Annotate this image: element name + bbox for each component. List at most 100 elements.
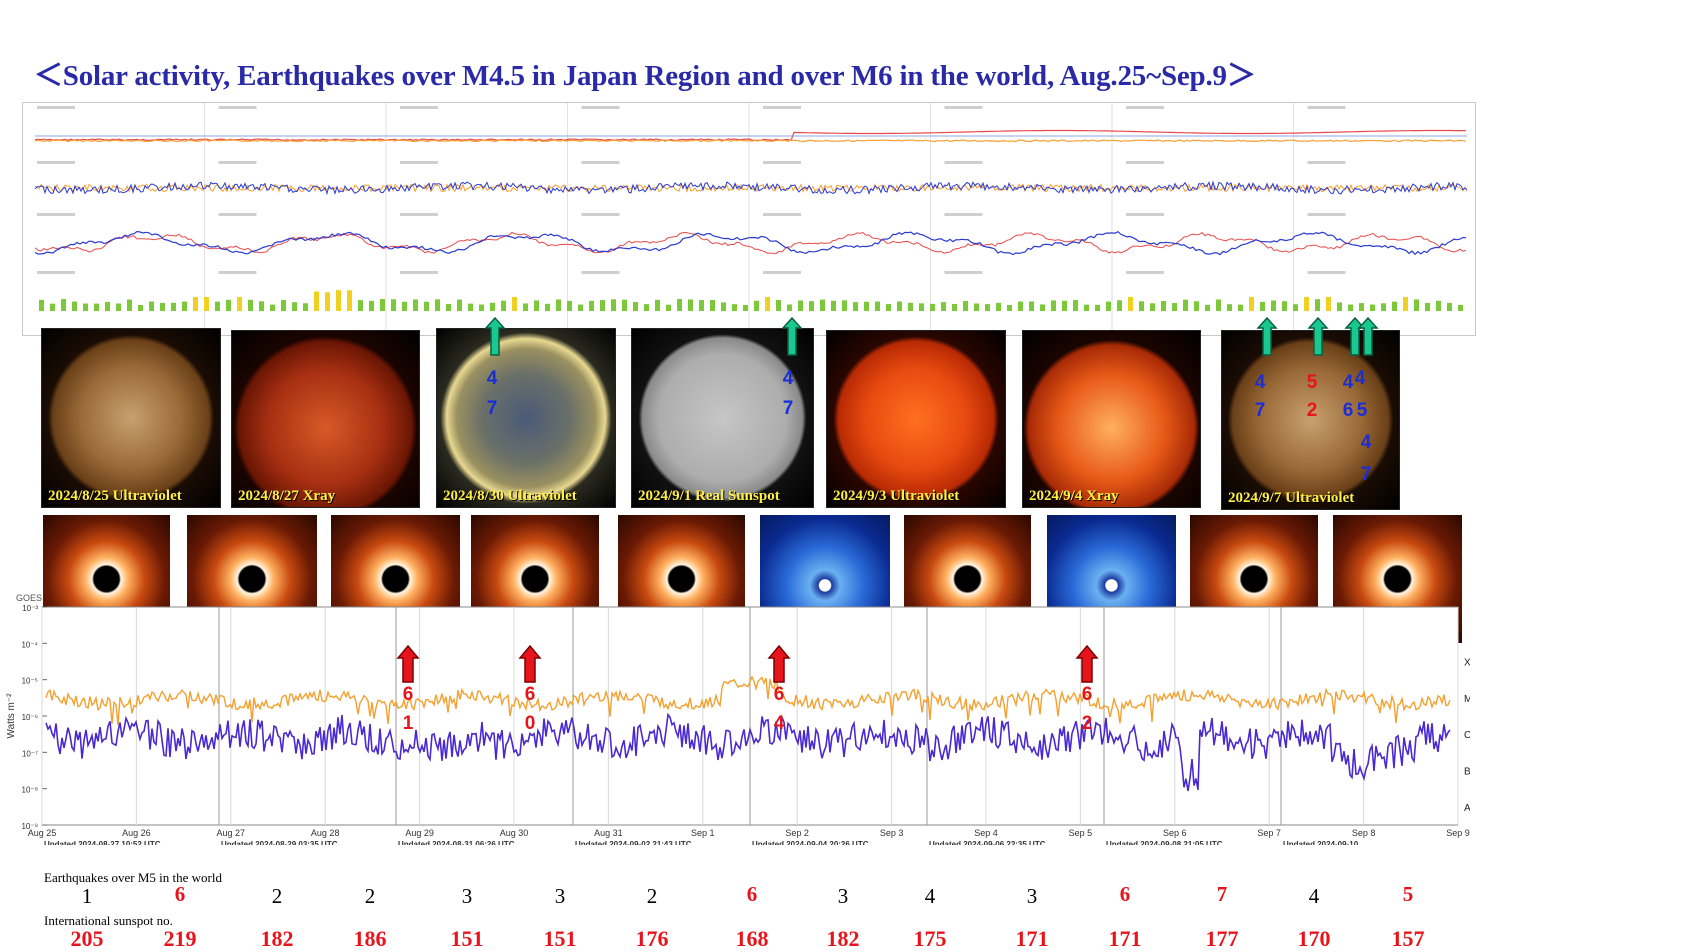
kp-bar: [358, 300, 363, 311]
x-tick-label: Sep 2: [785, 828, 809, 838]
sun-image-label: 2024/9/3 Ultraviolet: [833, 488, 960, 504]
updated-label: Updated 2024-09-10: [1283, 840, 1359, 845]
sunspot-number: 219: [163, 926, 197, 951]
flare-class-label: X: [1464, 658, 1470, 669]
sunspot-number: 151: [543, 926, 577, 951]
sunspot-number: 171: [1108, 926, 1142, 951]
kp-bar: [699, 300, 704, 311]
sunspot-number: 151: [450, 926, 484, 951]
kp-bar: [281, 300, 286, 311]
kp-bar: [1084, 304, 1089, 311]
kp-bar: [776, 300, 781, 311]
kp-bar: [1194, 301, 1199, 311]
kp-bar: [369, 300, 374, 311]
kp-bar: [765, 297, 770, 311]
kp-bar: [611, 299, 616, 311]
kp-bar: [457, 299, 462, 311]
sunspot-number: 205: [70, 926, 104, 951]
updated-label: Updated 2024-09-06 22:35 UTC: [929, 840, 1046, 845]
kp-bar: [798, 300, 803, 311]
kp-bar: [1238, 304, 1243, 311]
earthquake-count: 3: [554, 884, 566, 908]
kp-bar: [919, 303, 924, 311]
earthquake-title: Earthquakes over M5 in the world: [44, 870, 222, 885]
kp-bar: [413, 299, 418, 311]
kp-bar: [1051, 300, 1056, 311]
electron-flux-line-2: [34, 180, 1468, 196]
kp-bar: [523, 303, 528, 311]
kp-bar: [435, 299, 440, 311]
kp-bar: [1458, 304, 1463, 311]
updated-label: Updated 2024-09-08 21:05 UTC: [1106, 840, 1223, 845]
y-tick-label: 10⁻⁹: [21, 822, 38, 831]
kp-bar: [710, 299, 715, 311]
kp-bar: [314, 291, 319, 311]
updated-label: Updated 2024-08-27 10:52 UTC: [44, 840, 161, 845]
kp-bar: [336, 290, 341, 311]
sun-image: 2024/9/1 Real Sunspot: [631, 328, 814, 508]
earthquake-count: 3: [1026, 884, 1038, 908]
kp-bar: [160, 302, 165, 311]
kp-bar: [237, 297, 242, 311]
earthquake-count: 1: [81, 884, 93, 908]
kp-bar: [875, 301, 880, 311]
kp-bar: [94, 303, 99, 311]
kp-bar: [1227, 304, 1232, 311]
x-tick-label: Aug 31: [594, 828, 623, 838]
kp-bar: [974, 303, 979, 311]
kp-bar: [985, 304, 990, 311]
kp-bar: [1447, 302, 1452, 311]
y-tick-label: 10⁻⁵: [22, 677, 38, 686]
sun-image-label: 2024/8/27 Xray: [238, 488, 336, 504]
sun-image: 2024/9/7 Ultraviolet: [1221, 330, 1400, 510]
kp-bar: [721, 302, 726, 311]
kp-bar: [952, 304, 957, 311]
kp-bar: [1161, 301, 1166, 311]
kp-bar: [292, 302, 297, 311]
earthquake-count: 4: [924, 884, 936, 908]
kp-bar: [1128, 297, 1133, 311]
earthquake-count: 3: [837, 884, 849, 908]
x-tick-label: Sep 7: [1257, 828, 1281, 838]
kp-bar: [204, 297, 209, 311]
kp-bar: [105, 301, 110, 311]
kp-bar: [446, 303, 451, 311]
kp-bar: [61, 299, 66, 311]
kp-bar: [996, 302, 1001, 311]
kp-bar: [842, 300, 847, 311]
sun-image: 2024/8/25 Ultraviolet: [41, 328, 221, 508]
sun-image-label: 2024/8/25 Ultraviolet: [48, 488, 182, 504]
kp-bar: [479, 304, 484, 311]
sunspot-title: International sunspot no.: [44, 913, 173, 928]
x-tick-label: Aug 25: [28, 828, 57, 838]
kp-bar: [600, 300, 605, 311]
kp-bar: [1040, 304, 1045, 311]
kp-bar: [1381, 303, 1386, 311]
updated-label: Updated 2024-09-04 20:26 UTC: [752, 840, 869, 845]
kp-bar: [1271, 300, 1276, 311]
solar-wind-panel: [22, 102, 1476, 336]
sunspot-number: 157: [1391, 926, 1425, 951]
kp-bar: [182, 301, 187, 311]
sun-image-label: 2024/8/30 Ultraviolet: [443, 488, 577, 504]
sunspot-number: 176: [635, 926, 669, 951]
kp-bar: [1150, 303, 1155, 311]
x-tick-label: Aug 28: [311, 828, 340, 838]
earthquake-count: 6: [174, 882, 186, 906]
earthquake-count: 2: [646, 884, 658, 908]
panel-label: GOES: [16, 593, 42, 603]
x-tick-label: Sep 5: [1069, 828, 1093, 838]
kp-bar: [215, 301, 220, 311]
sunspot-number: 171: [1015, 926, 1049, 951]
x-tick-label: Aug 30: [500, 828, 529, 838]
sunspot-number: 182: [826, 926, 860, 951]
kp-bar: [171, 302, 176, 311]
kp-bar: [1183, 299, 1188, 311]
sun-image-label: 2024/9/4 Xray: [1029, 488, 1119, 504]
kp-bar: [864, 301, 869, 311]
kp-bar: [1095, 304, 1100, 311]
kp-bar: [259, 301, 264, 311]
kp-bar: [534, 300, 539, 311]
kp-bar: [50, 303, 55, 311]
proton-flux-line-2: [34, 139, 1467, 143]
